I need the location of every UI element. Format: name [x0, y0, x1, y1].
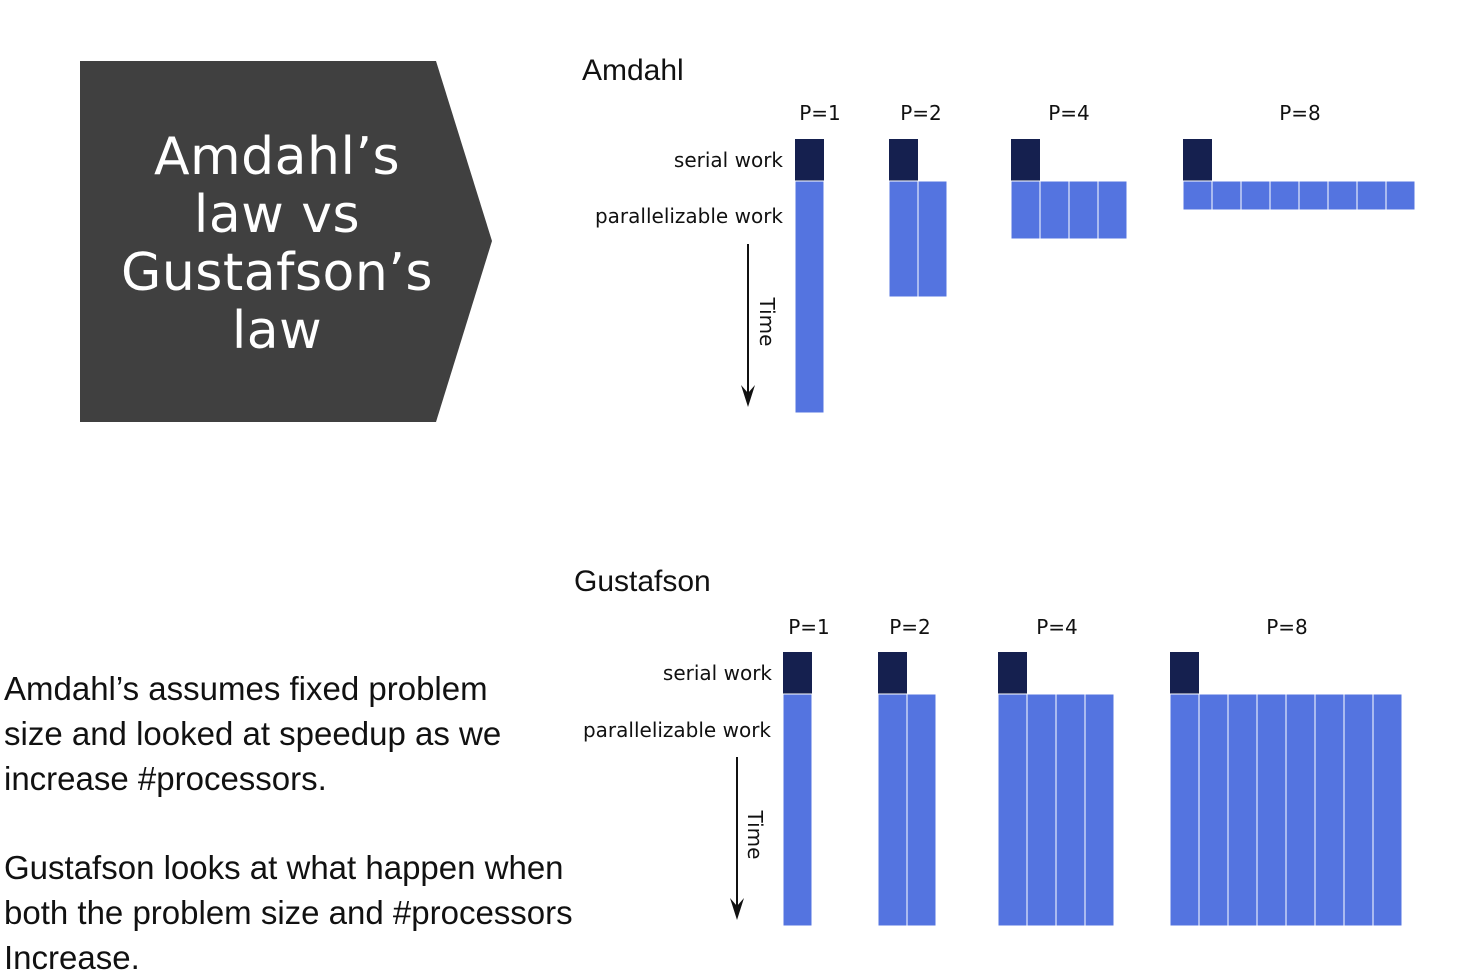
gustafson-parallel-column-p8	[1372, 693, 1403, 927]
amdahl-parallel-column-p8	[1240, 180, 1271, 211]
amdahl-parallel-column-p1	[794, 180, 825, 414]
amdahl-parallel-column-p8	[1327, 180, 1358, 211]
amdahl-parallel-column-p8	[1385, 180, 1416, 211]
gustafson-parallel-column-p4	[1055, 693, 1086, 927]
gustafson-parallel-column-p4	[997, 693, 1028, 927]
gustafson-group-label-p8: P=8	[1266, 615, 1308, 639]
title-banner-shape	[80, 61, 492, 422]
title-line: law	[231, 301, 323, 361]
amdahl-parallel-work-label: parallelizable work	[595, 204, 783, 228]
amdahl-serial-work-label: serial work	[674, 148, 783, 172]
amdahl-parallel-column-p4	[1039, 180, 1070, 240]
gustafson-group-label-p2: P=2	[889, 615, 931, 639]
gustafson-parallel-column-p8	[1169, 693, 1200, 927]
amdahl-parallel-column-p2	[917, 180, 948, 298]
gustafson-time-arrowhead	[730, 898, 744, 920]
gustafson-group-label-p1: P=1	[788, 615, 830, 639]
gustafson-parallel-column-p8	[1198, 693, 1229, 927]
gustafson-description-line: Increase.	[4, 939, 140, 976]
amdahl-parallel-column-p8	[1298, 180, 1329, 211]
gustafson-parallel-column-p8	[1314, 693, 1345, 927]
gustafson-serial-block-p4	[998, 652, 1027, 694]
title: Amdahl’s law vs Gustafson’s law	[82, 128, 472, 360]
amdahl-group-label-p4: P=4	[1048, 101, 1090, 125]
amdahl-parallel-column-p2	[888, 180, 919, 298]
amdahl-parallel-column-p4	[1068, 180, 1099, 240]
amdahl-title: Amdahl	[582, 54, 684, 87]
gustafson-serial-block-p8	[1170, 652, 1199, 694]
amdahl-parallel-column-p8	[1211, 180, 1242, 211]
gustafson-description-line: both the problem size and #processors	[4, 894, 573, 931]
gustafson-parallel-column-p2	[877, 693, 908, 927]
gustafson-title: Gustafson	[574, 565, 711, 598]
amdahl-description: Amdahl’s assumes fixed problem size and …	[4, 666, 501, 801]
title-line: law vs	[193, 185, 361, 245]
gustafson-parallel-column-p8	[1285, 693, 1316, 927]
gustafson-description-line: Gustafson looks at what happen when	[4, 849, 564, 886]
gustafson-description: Gustafson looks at what happen when both…	[4, 845, 573, 980]
amdahl-time-arrowhead	[741, 385, 755, 407]
title-line: Amdahl’s	[153, 127, 401, 187]
amdahl-description-line: size and looked at speedup as we	[4, 715, 502, 752]
gustafson-parallel-column-p4	[1026, 693, 1057, 927]
gustafson-parallel-column-p8	[1343, 693, 1374, 927]
title-banner	[80, 61, 492, 422]
amdahl-description-line: increase #processors.	[4, 760, 327, 797]
amdahl-group-label-p2: P=2	[900, 101, 942, 125]
gustafson-serial-block-p1	[783, 652, 812, 694]
amdahl-time-label: Time	[755, 297, 779, 347]
amdahl-serial-block-p8	[1183, 139, 1212, 181]
gustafson-parallel-column-p1	[782, 693, 813, 927]
amdahl-group-label-p8: P=8	[1279, 101, 1321, 125]
gustafson-parallel-work-label: parallelizable work	[583, 718, 771, 742]
gustafson-serial-block-p2	[878, 652, 907, 694]
amdahl-description-line: Amdahl’s assumes fixed problem	[4, 670, 488, 707]
gustafson-time-label: Time	[743, 810, 767, 860]
amdahl-parallel-column-p4	[1097, 180, 1128, 240]
amdahl-parallel-column-p4	[1010, 180, 1041, 240]
amdahl-parallel-column-p8	[1182, 180, 1213, 211]
amdahl-group-label-p1: P=1	[799, 101, 841, 125]
amdahl-serial-block-p4	[1011, 139, 1040, 181]
gustafson-parallel-column-p4	[1084, 693, 1115, 927]
gustafson-parallel-column-p2	[906, 693, 937, 927]
amdahl-serial-block-p1	[795, 139, 824, 181]
title-line: Gustafson’s	[121, 243, 433, 303]
gustafson-parallel-column-p8	[1256, 693, 1287, 927]
amdahl-serial-block-p2	[889, 139, 918, 181]
gustafson-group-label-p4: P=4	[1036, 615, 1078, 639]
gustafson-serial-work-label: serial work	[663, 661, 772, 685]
amdahl-parallel-column-p8	[1356, 180, 1387, 211]
gustafson-parallel-column-p8	[1227, 693, 1258, 927]
amdahl-parallel-column-p8	[1269, 180, 1300, 211]
